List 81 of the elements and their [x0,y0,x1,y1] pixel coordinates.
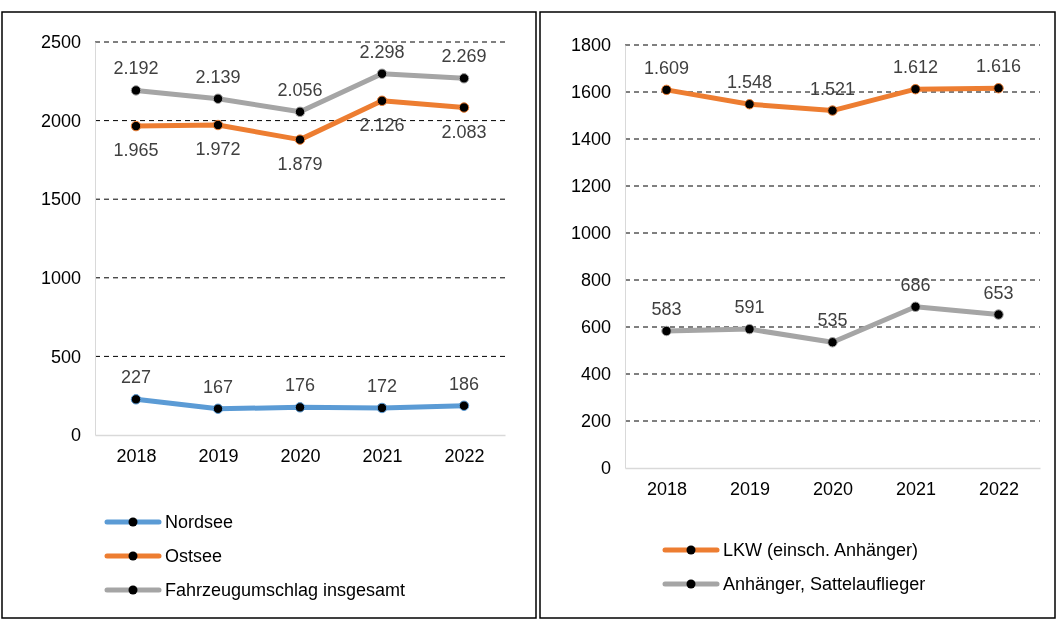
data-label: 172 [366,375,398,396]
data-label: 2.298 [359,41,405,62]
data-label: 1.521 [809,78,856,99]
y-tick-label: 500 [50,346,81,367]
point [910,301,921,312]
point [744,99,755,110]
point [661,325,672,337]
y-tick-label: 1600 [570,82,611,103]
point [130,85,142,96]
data-label: 2.269 [441,46,487,67]
point [910,83,921,95]
x-tick-label: 2020 [280,445,321,466]
data-label: 686 [900,274,931,295]
data-label: 2.083 [441,121,487,142]
point [294,134,306,145]
legend-label: Nordsee [165,512,234,532]
point [458,400,470,411]
y-tick-label: 1500 [40,189,81,210]
y-tick-label: 800 [580,270,611,291]
point [130,394,142,405]
point [993,83,1004,94]
y-tick-label: 2000 [40,110,81,131]
legend-label: Fahrzeugumschlag insgesamt [165,580,406,600]
data-label: 2.192 [113,58,159,79]
legend-label: LKW (einsch. Anhänger) [723,540,919,560]
point [661,84,672,96]
data-label: 653 [983,282,1014,303]
y-tick-label: 1400 [570,129,611,150]
data-label: 2.056 [277,79,323,100]
point [212,403,224,414]
data-label: 2.139 [195,66,241,87]
point [376,402,388,414]
data-label: 227 [120,367,152,388]
x-tick-label: 2021 [362,445,403,466]
y-tick-label: 400 [580,364,611,385]
legend-label: Anhänger, Sattelauflieger [723,574,926,594]
y-tick-label: 0 [600,458,611,479]
data-label: 1.616 [975,56,1022,77]
point [827,105,838,116]
data-label: 1.612 [892,57,939,78]
data-label: 1.879 [277,153,323,174]
point [458,102,470,113]
y-tick-label: 200 [580,411,611,432]
point [212,119,224,131]
point [827,337,838,348]
data-label: 1.548 [726,72,773,93]
x-tick-label: 2018 [646,478,688,499]
x-tick-label: 2019 [198,445,239,466]
data-label: 591 [734,297,765,318]
point [212,93,224,104]
x-tick-label: 2019 [729,478,771,499]
data-label: 583 [651,298,682,319]
point [294,106,306,118]
data-label: 176 [284,375,316,396]
point [993,309,1004,320]
y-tick-label: 1000 [40,268,81,289]
data-label: 535 [817,310,848,331]
legend-label: Ostsee [165,546,223,566]
y-tick-label: 0 [70,425,81,446]
point [294,402,306,413]
y-tick-label: 2500 [40,32,81,53]
point [744,323,755,335]
point [376,68,388,79]
y-tick-label: 1200 [570,176,611,197]
data-label: 186 [448,373,480,394]
y-tick-label: 1800 [570,35,611,56]
x-tick-label: 2018 [116,445,157,466]
x-tick-label: 2021 [895,478,937,499]
point [458,73,470,84]
y-tick-label: 1000 [570,223,611,244]
x-tick-label: 2022 [444,445,485,466]
y-tick-label: 600 [580,317,611,338]
data-label: 1.972 [195,139,241,159]
x-tick-label: 2022 [978,478,1020,499]
data-label: 1.609 [643,57,690,78]
point [130,120,142,132]
data-label: 1.965 [113,140,159,161]
x-tick-label: 2020 [812,478,854,499]
data-label: 167 [202,376,234,397]
data-label: 2.126 [359,114,405,135]
point [376,95,388,106]
